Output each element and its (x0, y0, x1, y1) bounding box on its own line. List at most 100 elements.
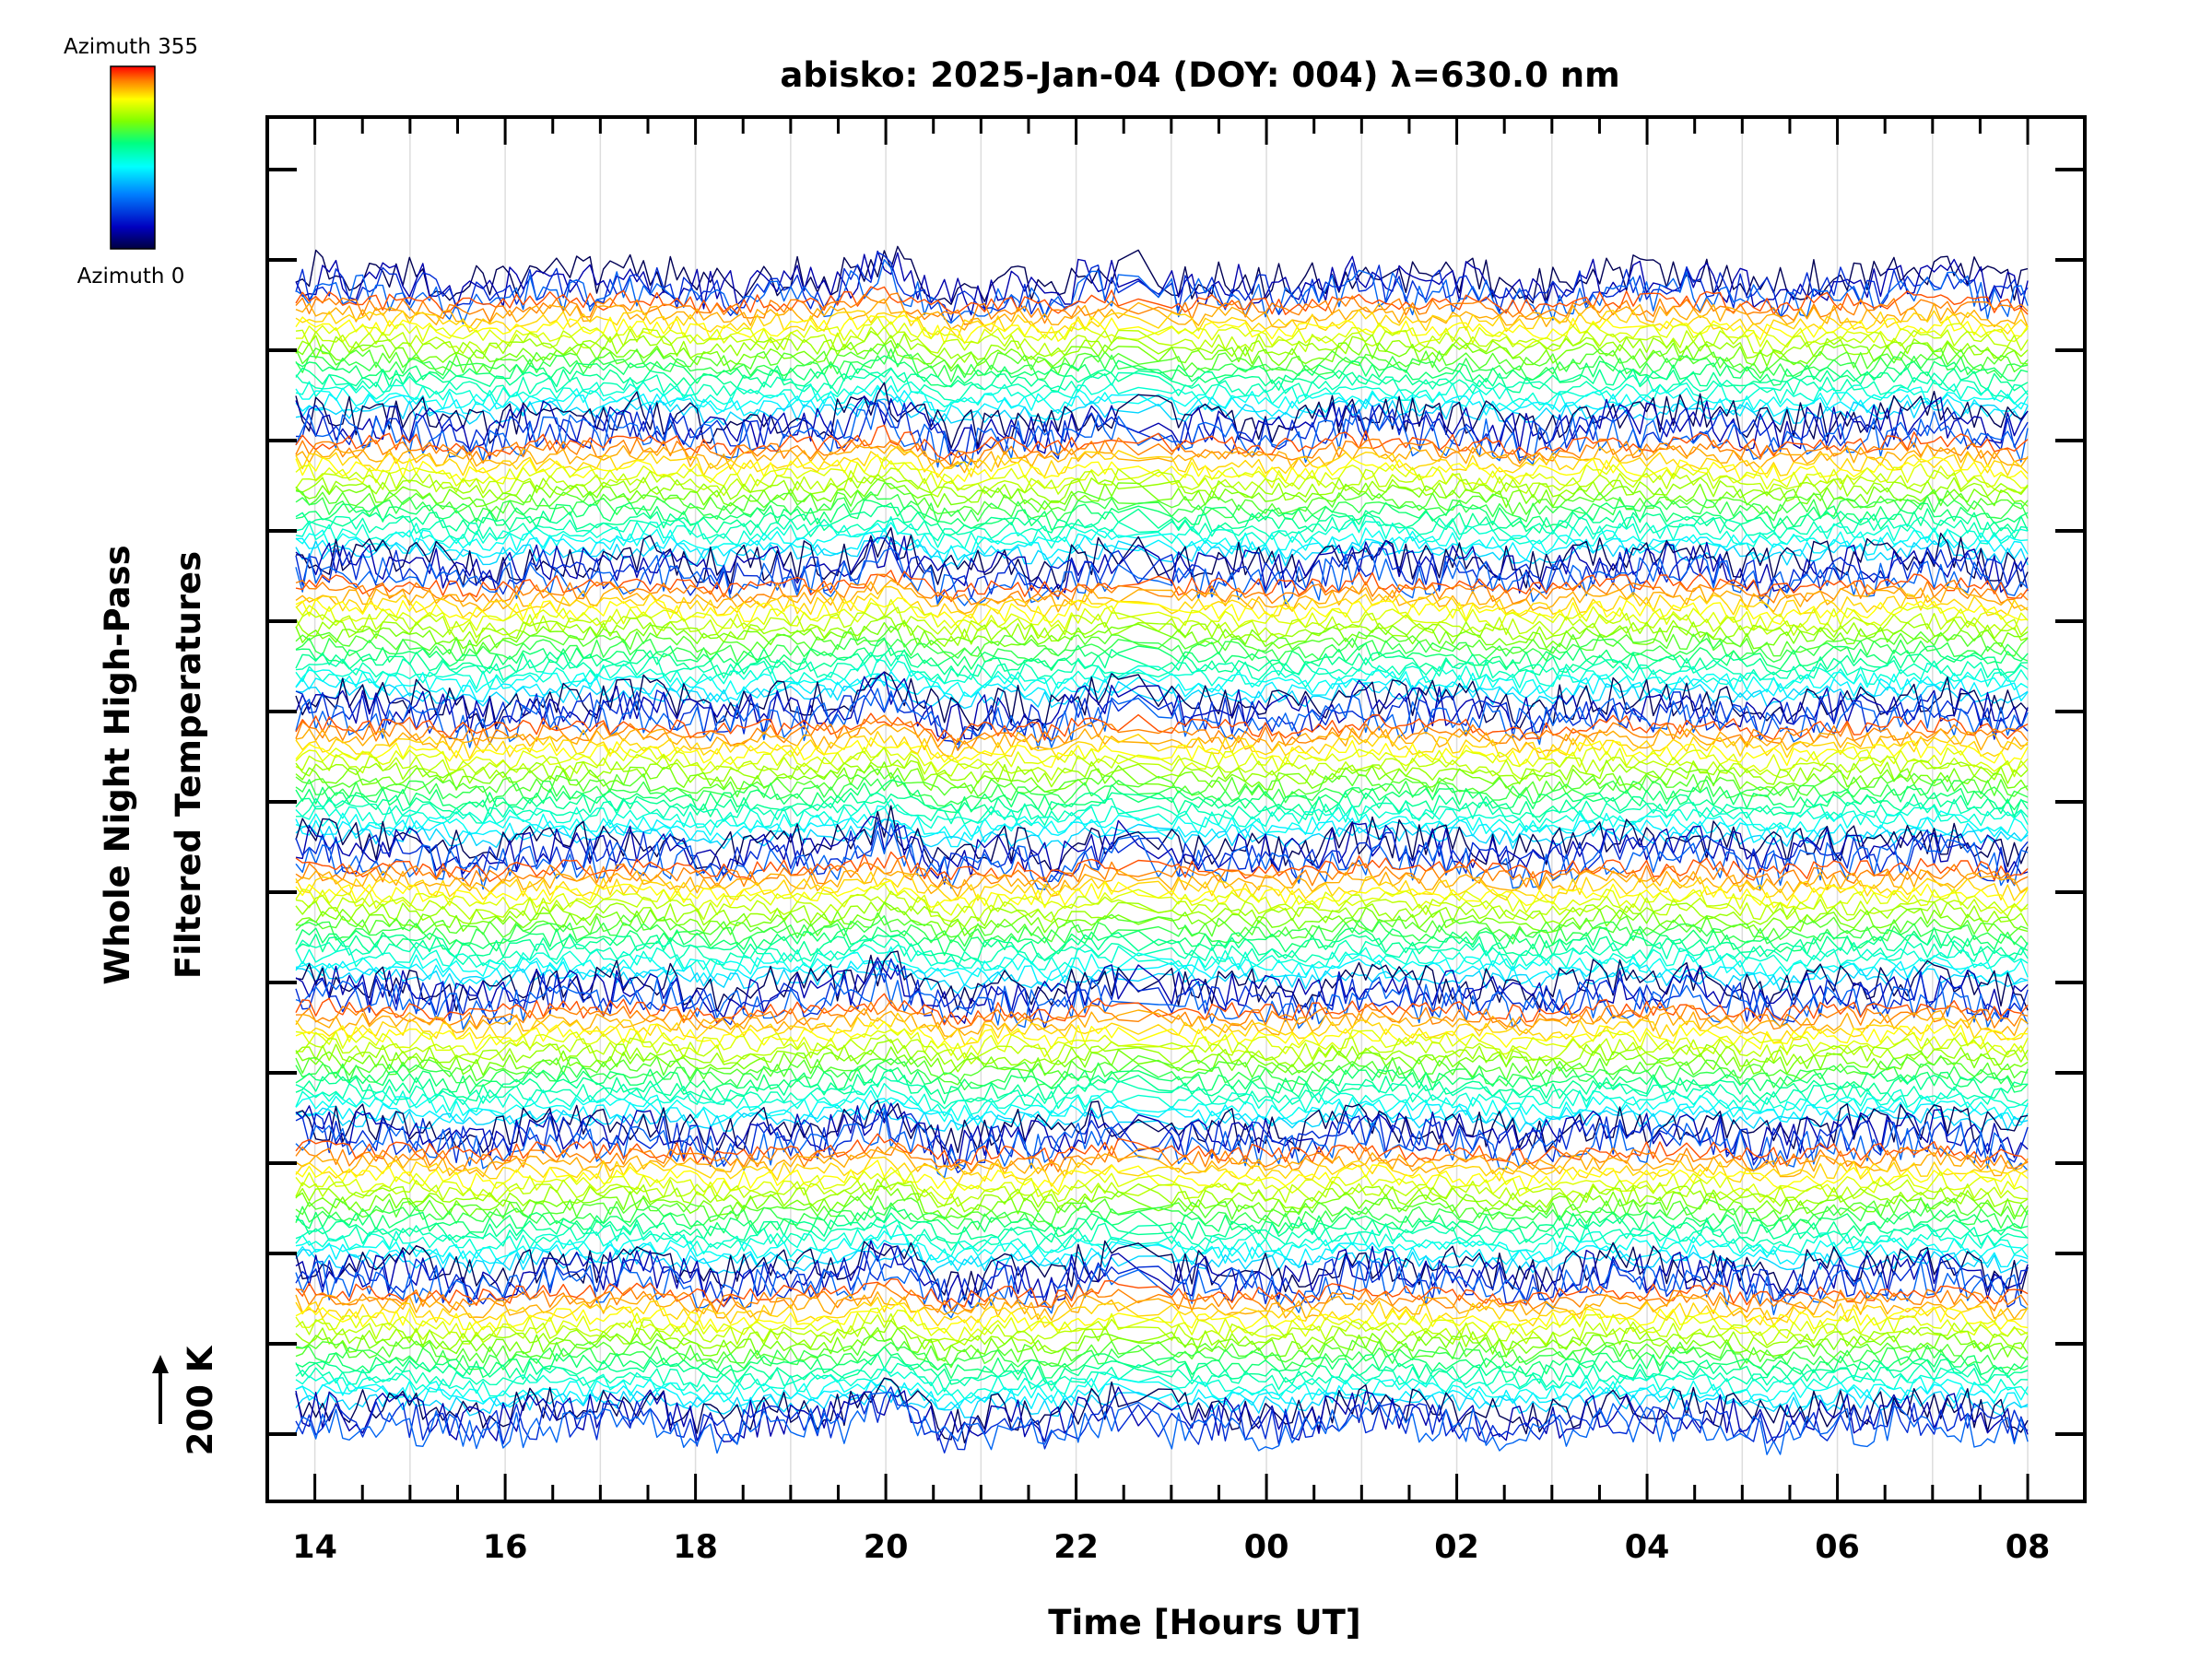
series-line (295, 1133, 2029, 1169)
series-line (295, 1039, 2029, 1073)
series-line (295, 779, 2029, 814)
x-tick-label: 14 (292, 1529, 337, 1566)
chart-title: abisko: 2025-Jan-04 (DOY: 004) λ=630.0 n… (780, 55, 1619, 95)
series-line (295, 652, 2029, 685)
x-tick-label: 06 (1815, 1529, 1860, 1566)
series-line (295, 348, 2029, 382)
series-line (295, 1089, 2029, 1123)
series-line (295, 1185, 2029, 1220)
series-line (295, 621, 2029, 650)
series-line (295, 1377, 2029, 1444)
series-line (295, 522, 2029, 555)
series-line (295, 712, 2029, 743)
series-line (295, 851, 2029, 883)
series-line (295, 1083, 2029, 1117)
series-line (295, 1319, 2029, 1353)
series-line (295, 1376, 2029, 1405)
series-line (295, 615, 2029, 647)
axis-ticks (267, 117, 2085, 1501)
colorbar: Azimuth 355 Azimuth 0 (64, 35, 198, 288)
series-line (295, 505, 2029, 536)
series-line (295, 1177, 2029, 1207)
y-axis-label-line1: Whole Night High-Pass (98, 545, 137, 984)
series-line (295, 309, 2029, 338)
series-line (295, 1054, 2029, 1086)
series-line (295, 932, 2029, 962)
series-line (295, 443, 2029, 474)
series-line (295, 1195, 2029, 1226)
series-line (295, 731, 2029, 761)
series-line (295, 1245, 2029, 1312)
series-line (295, 330, 2029, 363)
x-axis-label: Time [Hours UT] (1048, 1603, 1360, 1642)
series-line (295, 636, 2029, 663)
series-line (295, 950, 2029, 1012)
series-line (295, 926, 2029, 957)
series-line (295, 1068, 2029, 1105)
series-line (295, 1301, 2029, 1334)
series-line (295, 399, 2029, 468)
x-tick-label: 18 (673, 1529, 718, 1566)
series-line (295, 724, 2029, 758)
series-line (295, 736, 2029, 769)
series-line (295, 817, 2029, 848)
series-line (295, 1352, 2029, 1386)
series-line (295, 946, 2029, 982)
series-line (295, 805, 2029, 840)
series-line (295, 1278, 2029, 1309)
series-line (295, 1386, 2029, 1453)
series-line (295, 1212, 2029, 1244)
series-line (295, 1146, 2029, 1178)
series-line (295, 818, 2029, 850)
series-line (295, 286, 2029, 315)
series-line (295, 1230, 2029, 1266)
series-line (295, 671, 2029, 706)
series-line (295, 993, 2029, 1026)
series-line (295, 1102, 2029, 1170)
series-line (295, 901, 2029, 936)
scale-indicator: 200 K (152, 1345, 220, 1455)
series-line (295, 900, 2029, 929)
series-line (295, 250, 2029, 316)
series-line (295, 514, 2029, 542)
series-line (295, 1362, 2029, 1393)
series-line (295, 598, 2029, 631)
series-line (295, 1341, 2029, 1371)
series-line (295, 437, 2029, 467)
series-line (295, 658, 2029, 689)
series-line (295, 1159, 2029, 1193)
series-line (295, 805, 2029, 872)
series-line (295, 343, 2029, 375)
series-line (295, 474, 2029, 503)
series-line (295, 688, 2029, 746)
series-line (295, 883, 2029, 916)
x-tick-label: 20 (864, 1529, 909, 1566)
series-line (295, 1283, 2029, 1313)
series-line (295, 499, 2029, 531)
series-line (295, 491, 2029, 524)
series-line (295, 747, 2029, 781)
series-line (295, 1206, 2029, 1238)
series-line (295, 1100, 2029, 1155)
x-tick-label: 16 (483, 1529, 528, 1566)
series-line (295, 384, 2029, 414)
series-line (295, 298, 2029, 331)
plot-frame (265, 115, 2087, 1503)
grid-lines (313, 117, 2029, 1501)
series-line (295, 478, 2029, 511)
series-line (295, 382, 2029, 449)
series-line (295, 668, 2029, 698)
series-line (295, 570, 2029, 603)
series-line (295, 912, 2029, 943)
series-line (295, 774, 2029, 807)
series-line (295, 890, 2029, 923)
series-line (295, 1179, 2029, 1213)
series-line (295, 355, 2029, 388)
series-line (295, 1034, 2029, 1065)
series-line (295, 482, 2029, 516)
series-line (295, 259, 2029, 324)
series-line (295, 792, 2029, 818)
series-line (295, 606, 2029, 641)
series-line (295, 625, 2029, 659)
series-line (295, 1219, 2029, 1252)
